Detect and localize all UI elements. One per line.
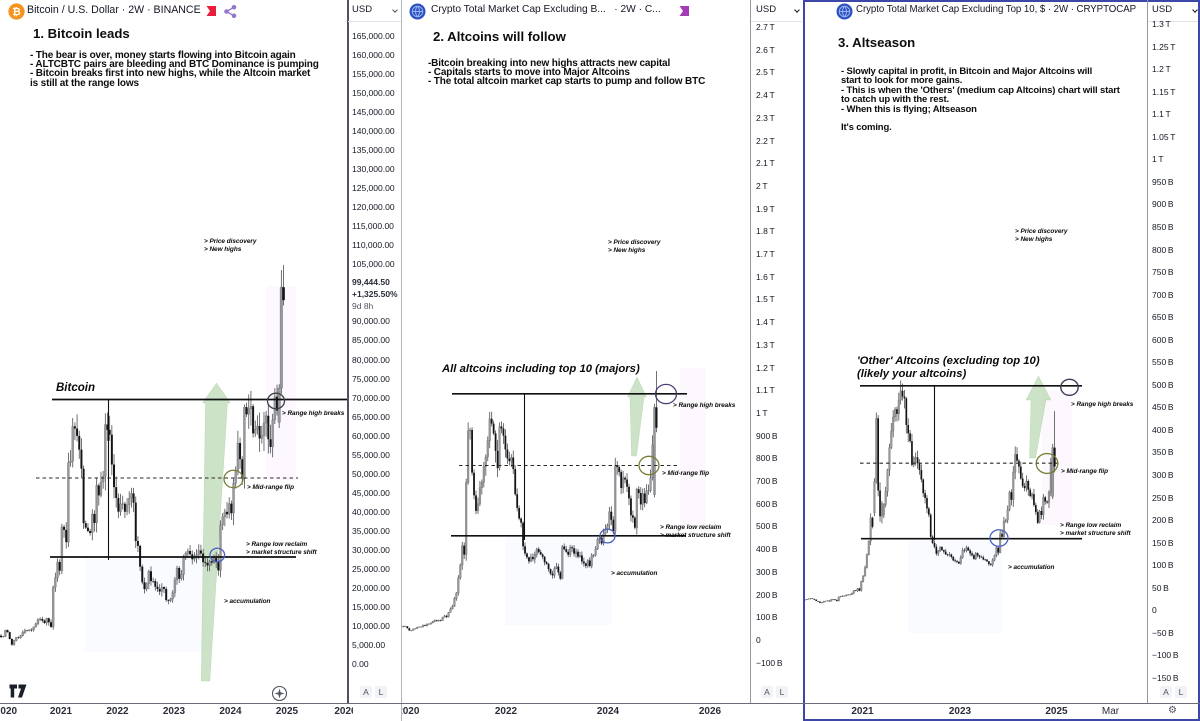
svg-text:₿: ₿ bbox=[12, 6, 21, 18]
